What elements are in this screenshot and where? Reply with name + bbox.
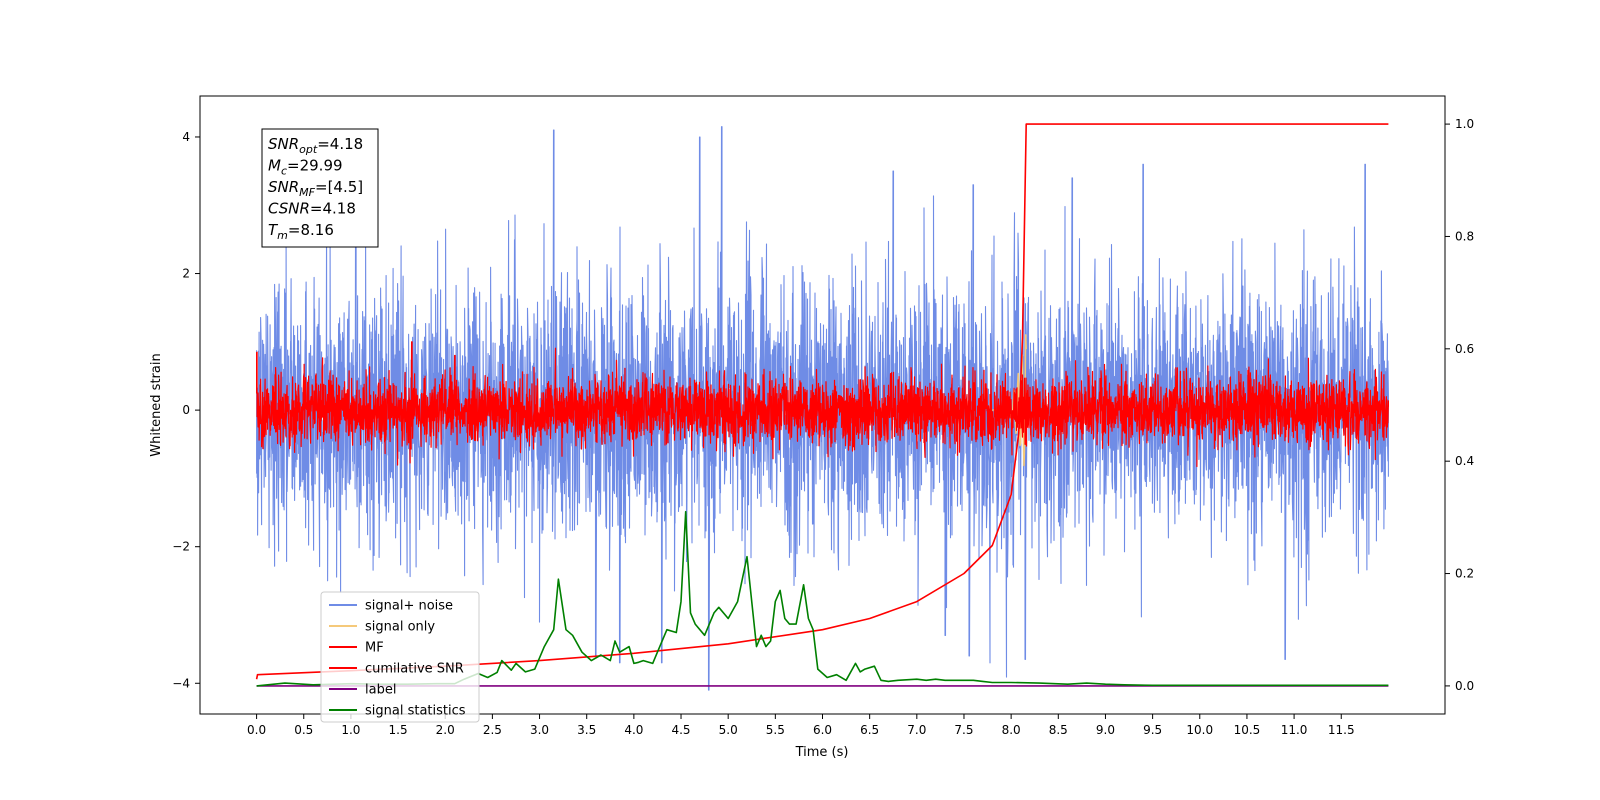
- y-left-tick-label: 4: [182, 130, 190, 144]
- legend-entry-label: MF: [365, 641, 384, 656]
- annotation-box-frame: [261, 128, 379, 248]
- x-tick-label: 4.0: [624, 723, 643, 737]
- annotation-line: Tm=8.16: [268, 221, 334, 242]
- x-tick-label: 4.5: [671, 723, 690, 737]
- x-tick-label: 2.0: [436, 723, 455, 737]
- x-tick-label: 7.5: [954, 723, 973, 737]
- annotation-value: =29.99: [287, 157, 343, 175]
- annotation-line: SNRMF=[4.5]: [268, 178, 363, 199]
- annotation-subscript: c: [281, 165, 287, 178]
- legend-entry-label: signal statistics: [365, 704, 466, 719]
- y-right-tick-label: 1.0: [1455, 117, 1474, 131]
- x-tick-label: 7.0: [907, 723, 926, 737]
- x-tick-label: 10.5: [1234, 723, 1261, 737]
- x-tick-label: 0.0: [247, 723, 266, 737]
- annotation-subscript: m: [277, 229, 288, 242]
- x-tick-label: 6.5: [860, 723, 879, 737]
- x-tick-label: 5.0: [719, 723, 738, 737]
- y-right-tick-label: 0.4: [1455, 454, 1474, 468]
- annotation-subscript: opt: [299, 143, 318, 156]
- x-tick-label: 9.5: [1143, 723, 1162, 737]
- signal-statistics-line: [256, 510, 1389, 687]
- x-tick-label: 9.0: [1096, 723, 1115, 737]
- annotation-symbol: M: [268, 157, 281, 175]
- x-tick-label: 3.0: [530, 723, 549, 737]
- annotation-subscript: MF: [299, 186, 315, 199]
- y-left-tick-label: −4: [172, 676, 190, 690]
- annotation-line: CSNR=4.18: [268, 200, 356, 218]
- annotation-value: =[4.5]: [315, 178, 363, 196]
- annotation-value: =4.18: [317, 135, 363, 153]
- y-right-tick-label: 0.8: [1455, 229, 1474, 243]
- legend-entry-label: cumilative SNR: [365, 662, 464, 677]
- annotation-value: =4.18: [310, 200, 356, 218]
- legend-frame: [320, 591, 480, 723]
- legend: signal+ noise signal only MF cumilative SNR…: [320, 591, 480, 723]
- x-tick-label: 0.5: [294, 723, 313, 737]
- x-tick-label: 1.5: [389, 723, 408, 737]
- x-tick-label: 8.0: [1002, 723, 1021, 737]
- annotation-symbol: SNR: [268, 178, 299, 196]
- annotation-symbol: T: [268, 221, 279, 239]
- mf-line: [256, 341, 1389, 468]
- y-axis-label: Whitened strain: [149, 353, 164, 456]
- axes-layer: 0.0 0.5 1.0 1.5 2.0 2.5 3.0 3.5 4.0 4.5 5.0 5.5 6.0 6…: [172, 117, 1474, 737]
- x-tick-label: 11.0: [1281, 723, 1308, 737]
- y-right-tick-label: 0.6: [1455, 342, 1474, 356]
- x-axis-label: Time (s): [795, 745, 849, 760]
- y-right-tick-label: 0.2: [1455, 567, 1474, 581]
- annotation-symbol: SNR: [268, 135, 299, 153]
- annotation-line: Mc=29.99: [268, 157, 343, 178]
- signal-noise-line: [256, 126, 1389, 691]
- annotation-line: SNRopt=4.18: [268, 135, 363, 156]
- x-tick-label: 8.5: [1049, 723, 1068, 737]
- y-right-tick-label: 0.0: [1455, 679, 1474, 693]
- x-tick-label: 11.5: [1328, 723, 1355, 737]
- y-left-tick-label: 2: [182, 267, 190, 281]
- x-tick-label: 1.0: [341, 723, 360, 737]
- annotation-box: SNRopt=4.18Mc=29.99SNRMF=[4.5]CSNR=4.18T…: [261, 128, 379, 248]
- legend-entry-label: label: [365, 683, 396, 698]
- legend-entry-label: signal only: [365, 620, 435, 635]
- x-tick-label: 5.5: [766, 723, 785, 737]
- x-tick-label: 10.0: [1186, 723, 1213, 737]
- y-left-tick-label: 0: [182, 403, 190, 417]
- legend-entry-label: signal+ noise: [365, 599, 453, 614]
- x-tick-label: 6.0: [813, 723, 832, 737]
- x-tick-label: 3.5: [577, 723, 596, 737]
- annotation-value: =8.16: [288, 221, 334, 239]
- y-left-tick-label: −2: [172, 540, 190, 554]
- x-tick-label: 2.5: [483, 723, 502, 737]
- annotation-symbol: CSNR: [268, 200, 310, 218]
